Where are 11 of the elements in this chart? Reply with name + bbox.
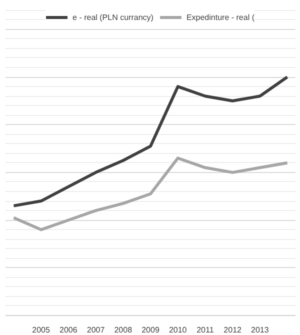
x-tick-label: 2010 bbox=[168, 326, 188, 334]
x-tick-label: 2009 bbox=[142, 326, 160, 334]
x-tick-label: 2007 bbox=[86, 326, 106, 334]
legend-label: e - real (PLN currancy) bbox=[72, 12, 154, 22]
x-tick-label: 2006 bbox=[60, 326, 78, 334]
x-tick-label: 2011 bbox=[196, 326, 214, 334]
x-tick-label: 2013 bbox=[251, 326, 270, 334]
x-tick-label: 2012 bbox=[224, 326, 242, 334]
x-tick-label: 2008 bbox=[114, 326, 133, 334]
legend-label: Expedinture - real ( bbox=[186, 12, 254, 22]
x-tick-label: 2005 bbox=[32, 326, 51, 334]
